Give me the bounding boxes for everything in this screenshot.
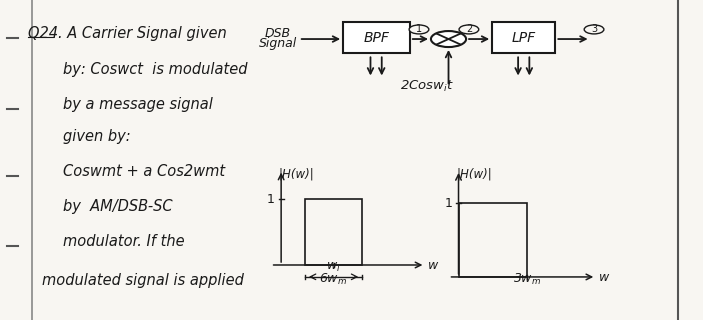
Text: Coswmt + a Cos2wmt: Coswmt + a Cos2wmt [63, 164, 226, 179]
Text: 3w$_m$: 3w$_m$ [513, 272, 541, 287]
Text: w: w [599, 271, 609, 284]
Text: 2Cosw$_i$t: 2Cosw$_i$t [400, 79, 455, 94]
Text: w$_i$: w$_i$ [326, 261, 341, 274]
Bar [458, 203, 527, 277]
Bar [343, 22, 410, 53]
Text: Signal: Signal [259, 37, 297, 50]
Text: Q24. A Carrier Signal given: Q24. A Carrier Signal given [28, 26, 227, 41]
Text: 1: 1 [416, 24, 422, 35]
Circle shape [431, 31, 466, 47]
Text: 1: 1 [444, 197, 452, 210]
Text: w: w [428, 259, 438, 272]
Text: 1: 1 [266, 193, 275, 206]
Text: 3: 3 [591, 24, 597, 35]
Text: by a message signal: by a message signal [63, 97, 213, 112]
Circle shape [459, 25, 479, 34]
Text: by: Coswct  is modulated: by: Coswct is modulated [63, 61, 247, 76]
Text: |H(w)|: |H(w)| [456, 168, 492, 181]
Text: modulated signal is applied: modulated signal is applied [42, 273, 244, 288]
Text: LPF: LPF [512, 31, 536, 44]
Text: |H(w)|: |H(w)| [278, 168, 314, 181]
Circle shape [409, 25, 429, 34]
Bar [304, 199, 363, 265]
Circle shape [584, 25, 604, 34]
Text: by  AM/DSB-SC: by AM/DSB-SC [63, 199, 173, 214]
Text: modulator. If the: modulator. If the [63, 234, 185, 249]
Bar [492, 22, 555, 53]
Text: 6w$_m$: 6w$_m$ [319, 272, 348, 287]
Text: given by:: given by: [63, 129, 131, 144]
Text: BPF: BPF [363, 31, 389, 44]
Text: DSB: DSB [264, 27, 291, 40]
Text: 2: 2 [466, 24, 472, 35]
